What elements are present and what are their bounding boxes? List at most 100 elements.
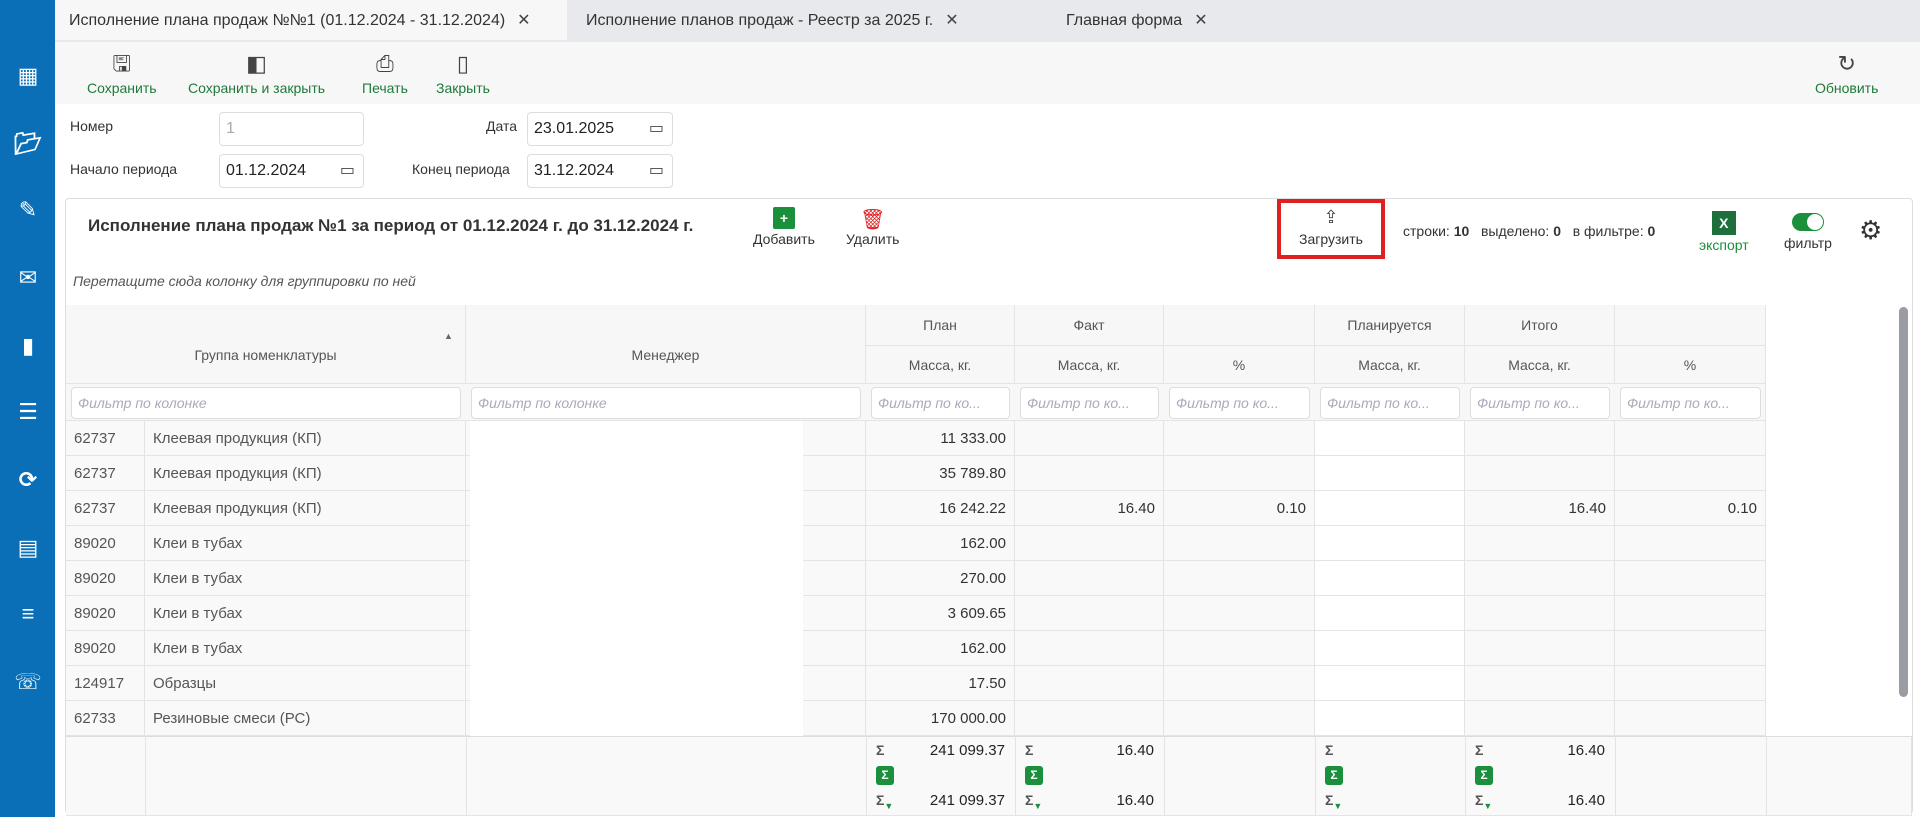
load-label: Загрузить (1299, 231, 1363, 247)
cell-value (1164, 456, 1315, 491)
number-field[interactable]: 1 (219, 112, 364, 146)
mail-icon[interactable]: ✉ (18, 265, 38, 290)
cell-value: 3 609.65 (866, 596, 1015, 631)
column-filter-input[interactable]: Фильтр по ко... (1470, 387, 1610, 419)
footer-sum-selected: Σ (1475, 766, 1605, 785)
cell-value: 17.50 (866, 666, 1015, 701)
column-filter-input[interactable]: Фильтр по колонке (71, 387, 461, 419)
date-value: 23.01.2025 (534, 120, 615, 137)
folder-icon[interactable]: 📂︎ (14, 131, 42, 156)
column-filter-input[interactable]: Фильтр по ко... (1020, 387, 1159, 419)
close-icon[interactable]: ✕ (517, 12, 531, 29)
qr-code-icon[interactable]: ▦ (17, 63, 39, 88)
calendar-icon[interactable]: ▭ (648, 120, 664, 137)
load-button[interactable]: ⇪ Загрузить (1277, 199, 1385, 259)
column-filter-input[interactable]: Фильтр по ко... (871, 387, 1010, 419)
footer-sum-filtered: Σ▼ 16.40 (1475, 792, 1605, 811)
table-clock-icon[interactable]: ▤ (17, 535, 39, 560)
column-header-group[interactable]: Группа номенклатуры (66, 305, 466, 384)
sum-selected-icon[interactable]: Σ (1325, 766, 1343, 785)
cell-group: Клеи в тубах (145, 561, 466, 596)
sum-selected-icon[interactable]: Σ (1475, 766, 1493, 785)
list-download-icon[interactable]: ☰ (18, 399, 38, 424)
tab-main-form[interactable]: Главная форма ✕ (1052, 0, 1227, 40)
column-filter-input[interactable]: Фильтр по ко... (1169, 387, 1310, 419)
cell-value (1164, 526, 1315, 561)
checklist-icon[interactable]: ≡ (21, 601, 35, 626)
redacted-area (470, 421, 803, 736)
scrollbar[interactable] (1899, 307, 1908, 697)
column-header-total-mass[interactable]: Масса, кг. (1465, 346, 1615, 384)
tab-label: Исполнение плана продаж №№1 (01.12.2024 … (69, 12, 506, 29)
save-close-button[interactable]: ◧ Сохранить и закрыть (188, 50, 325, 96)
sync-icon[interactable]: ⟳ (18, 467, 38, 492)
column-header-total-pct[interactable]: % (1615, 346, 1766, 384)
save-icon: 🖫 (112, 51, 132, 76)
sum-filtered-icon: Σ▼ (1325, 792, 1343, 811)
footer-sum-filtered: Σ▼ 241 099.37 (876, 792, 1005, 811)
start-period-field[interactable]: 01.12.2024 ▭ (219, 154, 364, 188)
bar-chart-icon[interactable]: ▮ (21, 333, 35, 358)
column-header-fact-pct[interactable]: % (1164, 346, 1315, 384)
pencil-icon[interactable]: ✎ (18, 197, 38, 222)
end-period-label: Конец периода (412, 161, 510, 177)
column-header-fact-mass[interactable]: Масса, кг. (1015, 346, 1164, 384)
end-period-field[interactable]: 31.12.2024 ▭ (527, 154, 673, 188)
calendar-icon[interactable]: ▭ (339, 162, 355, 179)
plus-icon: + (772, 207, 795, 229)
column-header-planned-mass[interactable]: Масса, кг. (1315, 346, 1465, 384)
sum-value: 16.40 (1567, 742, 1605, 759)
save-button[interactable]: 🖫 Сохранить (87, 50, 157, 96)
selected-label: выделено: (1480, 223, 1550, 239)
save-close-label: Сохранить и закрыть (188, 80, 326, 96)
gear-icon[interactable]: ⚙ (1859, 215, 1883, 245)
tab-registry[interactable]: Исполнение планов продаж - Реестр за 202… (572, 0, 1047, 40)
footer-sum-selected: Σ (1325, 766, 1455, 785)
sum-selected-icon[interactable]: Σ (876, 766, 894, 785)
close-icon[interactable]: ✕ (1194, 12, 1208, 29)
footer-sum-filtered: Σ▼ (1325, 792, 1455, 811)
cell-code: 62733 (66, 701, 145, 736)
footer-sum-selected: Σ (1025, 766, 1154, 785)
column-filter-input[interactable]: Фильтр по колонке (471, 387, 861, 419)
column-header-manager[interactable]: Менеджер (466, 305, 866, 384)
column-filter-input[interactable]: Фильтр по ко... (1620, 387, 1761, 419)
cell-value (1315, 701, 1465, 736)
column-filter-input[interactable]: Фильтр по ко... (1320, 387, 1460, 419)
cell-value: 16.40 (1015, 491, 1164, 526)
trash-icon: 🗑︎ (860, 209, 886, 231)
column-divider (1615, 736, 1616, 816)
cell-value (1015, 631, 1164, 666)
tab-plan-execution[interactable]: Исполнение плана продаж №№1 (01.12.2024 … (55, 0, 567, 40)
cell-value (1315, 631, 1465, 666)
close-icon[interactable]: ✕ (945, 12, 959, 29)
refresh-icon: ↻ (1837, 51, 1856, 76)
rows-count: 10 (1453, 223, 1470, 239)
cell-value (1465, 701, 1615, 736)
add-button[interactable]: + Добавить (753, 207, 815, 247)
sum-selected-icon[interactable]: Σ (1025, 766, 1043, 785)
print-label: Печать (362, 80, 408, 96)
sort-asc-icon[interactable]: ▲ (444, 331, 453, 341)
cell-value: 16.40 (1465, 491, 1615, 526)
column-divider (1164, 736, 1165, 816)
phone-off-icon[interactable]: ☏ (14, 669, 42, 694)
cell-value: 170 000.00 (866, 701, 1015, 736)
filter-toggle[interactable]: фильтр (1784, 213, 1832, 251)
column-header-plan-mass[interactable]: Масса, кг. (866, 346, 1015, 384)
toggle-switch[interactable] (1791, 213, 1824, 231)
refresh-button[interactable]: ↻ Обновить (1815, 50, 1878, 96)
footer-sum: Σ 16.40 (1475, 742, 1605, 759)
footer-sum-filtered: Σ▼ 16.40 (1025, 792, 1154, 811)
date-field[interactable]: 23.01.2025 ▭ (527, 112, 673, 146)
print-button[interactable]: ⎙ Печать (362, 50, 408, 96)
filter-label: фильтр (1784, 235, 1832, 251)
close-button[interactable]: ▯ Закрыть (436, 50, 490, 96)
delete-button[interactable]: 🗑︎ Удалить (846, 207, 899, 247)
printer-icon: ⎙ (376, 51, 394, 76)
cell-value: 35 789.80 (866, 456, 1015, 491)
calendar-icon[interactable]: ▭ (648, 162, 664, 179)
cell-code: 62737 (66, 491, 145, 526)
cell-value (1615, 456, 1766, 491)
